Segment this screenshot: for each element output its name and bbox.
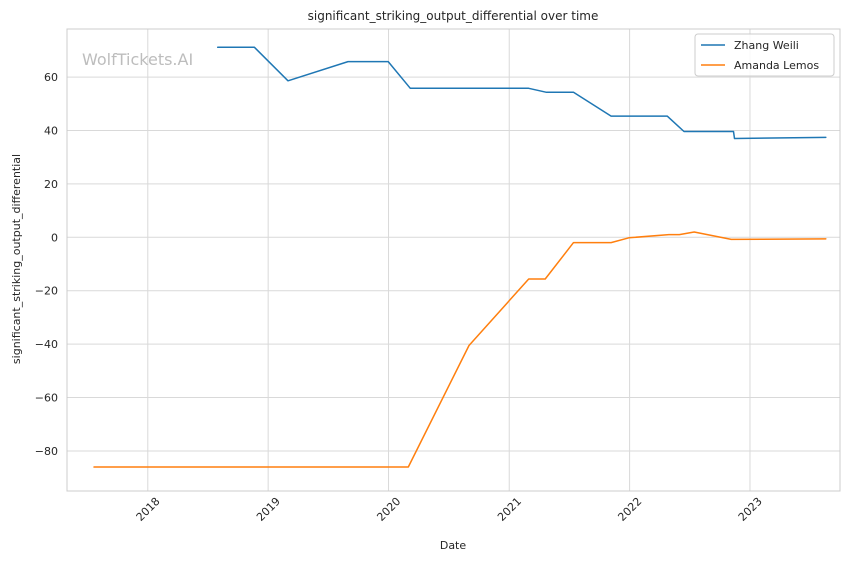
- y-tick-label: 40: [44, 124, 58, 137]
- chart-title: significant_striking_output_differential…: [308, 9, 599, 23]
- legend-box: [694, 33, 835, 77]
- y-tick-label: −20: [35, 285, 58, 298]
- x-tick-labels: 2018 2019 2020 2021 2022 2023: [134, 495, 765, 524]
- legend-label: Amanda Lemos: [734, 59, 819, 72]
- series-line-zhang-weili: [216, 46, 827, 140]
- y-tick-label: 0: [51, 231, 58, 244]
- axes-frame: [66, 28, 841, 492]
- series-line-amanda-lemos: [93, 231, 827, 468]
- x-tick-label: 2019: [254, 495, 283, 524]
- x-tick-label: 2022: [615, 495, 644, 524]
- x-tick-label: 2018: [134, 495, 163, 524]
- y-tick-label: −60: [35, 392, 58, 405]
- y-tick-label: 20: [44, 178, 58, 191]
- legend-label: Zhang Weili: [734, 39, 799, 52]
- x-tick-label: 2020: [374, 495, 403, 524]
- y-tick-label: 60: [44, 71, 58, 84]
- y-tick-labels: 60 40 20 0 −20 −40 −60 −80: [35, 71, 58, 458]
- y-axis-label: significant_striking_output_differential: [10, 154, 23, 364]
- x-axis-label: Date: [440, 539, 467, 552]
- y-tick-label: −80: [35, 445, 58, 458]
- y-tick-label: −40: [35, 338, 58, 351]
- watermark: WolfTickets.AI: [82, 50, 193, 69]
- x-tick-label: 2021: [495, 495, 524, 524]
- grid: [67, 29, 840, 491]
- x-tick-label: 2023: [736, 495, 765, 524]
- legend: Zhang Weili Amanda Lemos: [694, 33, 835, 77]
- series-layer: [93, 46, 827, 468]
